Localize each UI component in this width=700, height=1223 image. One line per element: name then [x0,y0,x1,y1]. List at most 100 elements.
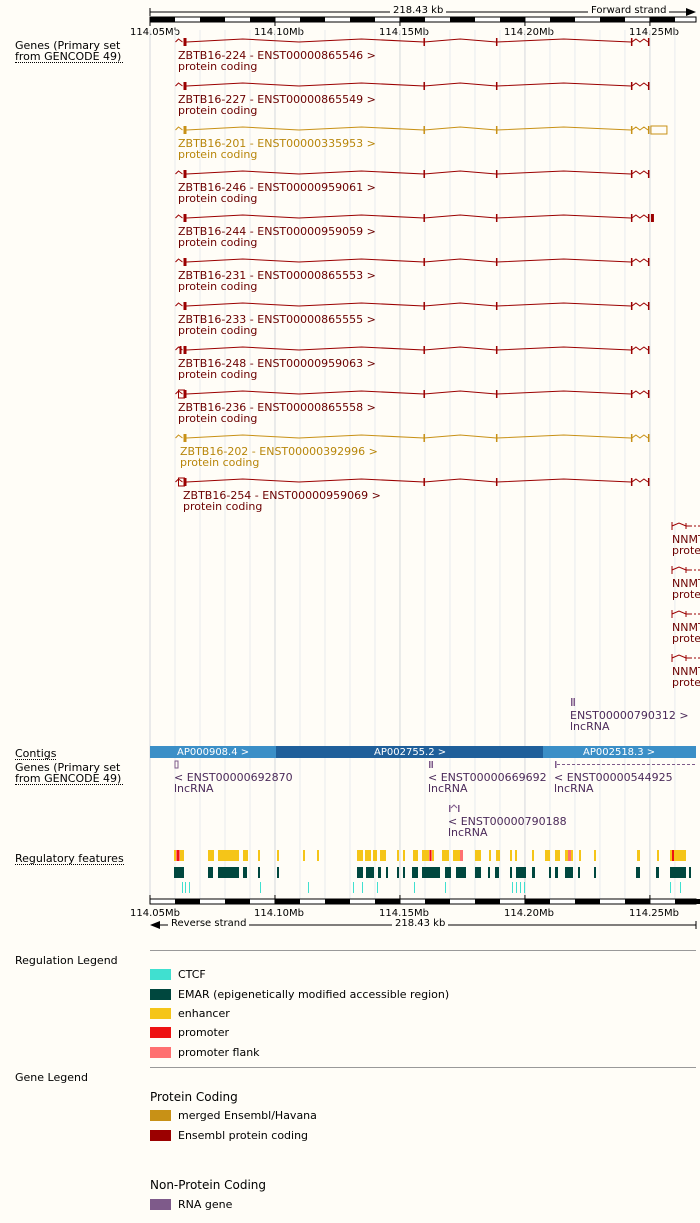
transcript-name[interactable]: ZBTB16-227 - ENST00000865549 > [178,93,376,106]
transcript-name[interactable]: < ENST00000790188 [448,815,567,828]
transcript-name[interactable]: < ENST00000692870 [174,771,293,784]
transcript-glyph [175,302,650,310]
transcript-name[interactable]: ZBTB16-224 - ENST00000865546 > [178,49,376,62]
emar-feature [488,867,490,878]
ruler-segment [550,17,575,22]
transcript-biotype: protein coding [178,148,258,161]
intron [423,434,497,439]
intron [496,434,631,439]
contig-label[interactable]: AP000908.4 > [177,747,250,758]
top-span-label: 218.43 kb [390,5,447,16]
emar-feature [516,867,526,878]
ctcf-feature [512,882,513,893]
intron [631,170,649,175]
transcript-name[interactable]: NNMT [672,621,700,634]
transcript-name[interactable]: ZBTB16-254 - ENST00000959069 > [183,489,381,502]
ctcf-feature [414,882,415,893]
intron [450,804,458,809]
intron [631,478,649,483]
intron [186,82,300,87]
transcript-name[interactable]: ENST00000790312 > [570,709,689,722]
emar-feature [555,867,558,878]
transcript-name[interactable]: NNMT [672,577,700,590]
intron [423,170,497,175]
emar-feature [397,867,399,878]
ruler-segment [675,899,700,904]
exon [183,434,187,442]
exon [647,258,650,266]
exon [650,214,654,222]
contig-label[interactable]: AP002518.3 > [583,747,656,758]
utr [177,389,185,399]
regulatory-track-label[interactable]: Regulatory features [15,852,124,865]
transcript-name[interactable]: ZBTB16-244 - ENST00000959059 > [178,225,376,238]
intron [298,346,424,351]
exon [495,390,498,398]
transcript-name[interactable]: ZBTB16-201 - ENST00000335953 > [178,137,376,150]
transcript-name[interactable]: < ENST00000669692 [428,771,547,784]
exon [555,761,557,768]
transcript-name[interactable]: < ENST00000544925 [554,771,673,784]
intron [631,302,649,307]
intron [186,126,300,131]
enhancer-feature [657,850,659,861]
ruler-segment [350,17,375,22]
ruler-segment [225,899,250,904]
contig-label[interactable]: AP002755.2 > [374,747,447,758]
emar-feature [277,867,279,878]
genes-forward-track-label[interactable]: Genes (Primary set from GENCODE 49) [15,39,123,63]
transcript-name[interactable]: NNMT [672,533,700,546]
top-tick-label: 114.25Mb [629,27,679,38]
ctcf-feature [516,882,517,893]
ruler-segment [425,899,450,904]
exon [571,698,573,706]
enhancer-feature [243,850,248,861]
utr [650,125,668,135]
intron [496,170,631,175]
intron [298,38,424,43]
intron [175,214,183,219]
enhancer-feature [442,850,449,861]
enhancer-feature [496,850,500,861]
emar-feature [532,867,535,878]
intron [496,346,631,351]
exon [647,38,650,46]
transcript-biotype: protein coding [183,500,263,513]
intron [631,346,649,351]
transcript-name[interactable]: ZBTB16-248 - ENST00000959063 > [178,357,376,370]
top-tick-label: 114.15Mb [379,27,429,38]
enhancer-feature [218,850,239,861]
transcript-glyph [175,125,668,135]
intron [496,126,631,131]
ruler-segment [325,899,350,904]
promoter-flank-feature [460,850,463,861]
exon [630,390,633,398]
transcript-name[interactable]: ZBTB16-236 - ENST00000865558 > [178,401,376,414]
transcript-biotype: lncRNA [174,782,214,795]
emar-feature [174,867,184,878]
enhancer-feature [594,850,596,861]
intron [186,478,300,483]
ruler-segment [400,17,425,22]
contigs-track-label[interactable]: Contigs [15,747,57,760]
exon [423,302,425,310]
genes-reverse-track-label[interactable]: Genes (Primary set from GENCODE 49) [15,761,123,785]
legend-swatch [150,1027,171,1038]
exon [647,434,650,442]
transcript-name[interactable]: ZBTB16-231 - ENST00000865553 > [178,269,376,282]
enhancer-feature [555,850,560,861]
transcript-name[interactable]: ZBTB16-202 - ENST00000392996 > [180,445,378,458]
exon [647,170,650,178]
transcript-name[interactable]: ZBTB16-233 - ENST00000865555 > [178,313,376,326]
legend-label: merged Ensembl/Havana [178,1109,317,1122]
intron [671,610,690,615]
exon [423,258,425,266]
exon [495,82,498,90]
intron [423,258,497,263]
promoter-feature [430,850,431,861]
enhancer-feature [208,850,214,861]
exon [431,761,433,768]
intron [298,478,424,483]
transcript-name[interactable]: NNMT [672,665,700,678]
transcript-name[interactable]: ZBTB16-246 - ENST00000959061 > [178,181,376,194]
